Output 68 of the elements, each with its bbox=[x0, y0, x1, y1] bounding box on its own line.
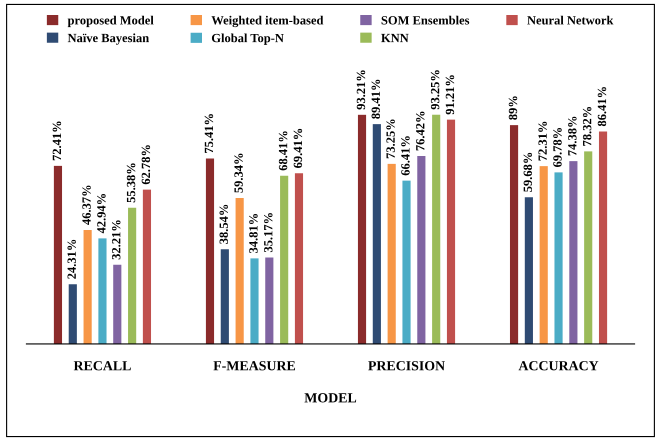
bar bbox=[220, 249, 229, 344]
x-tick-label: PRECISION bbox=[368, 361, 445, 370]
data-label: 55.38% bbox=[126, 163, 136, 202]
data-label: 78.32% bbox=[582, 107, 592, 146]
legend-label: Neural Network bbox=[527, 16, 614, 25]
bar bbox=[68, 284, 77, 344]
data-label: 38.54% bbox=[220, 204, 228, 244]
data-label: 46.37% bbox=[82, 186, 91, 225]
data-label: 73.25% bbox=[386, 119, 395, 158]
data-label: 75.41% bbox=[204, 114, 214, 153]
bar bbox=[372, 124, 381, 344]
data-label: 72.41% bbox=[52, 122, 62, 160]
data-label: 89.41% bbox=[372, 80, 380, 119]
bar bbox=[84, 230, 92, 344]
bar bbox=[510, 125, 518, 344]
bar bbox=[358, 114, 366, 344]
data-label: 76.42% bbox=[416, 112, 425, 150]
legend-label: Global Top-N bbox=[212, 33, 284, 45]
bar bbox=[236, 198, 244, 344]
legend-label: KNN bbox=[381, 34, 409, 42]
bar bbox=[54, 166, 62, 344]
data-label: 69.41% bbox=[294, 128, 302, 168]
data-label: 72.31% bbox=[538, 122, 547, 161]
data-label: 59.68% bbox=[524, 152, 532, 192]
x-axis-title: MODEL bbox=[304, 393, 356, 402]
data-label: 66.41% bbox=[401, 136, 410, 176]
bar bbox=[554, 172, 563, 344]
bar bbox=[388, 164, 396, 344]
bar bbox=[113, 264, 122, 344]
legend-label: Naïve Bayesian bbox=[68, 33, 149, 45]
data-label: 74.38% bbox=[568, 116, 577, 156]
bar bbox=[598, 131, 608, 344]
bar bbox=[250, 258, 259, 344]
bar bbox=[142, 190, 152, 344]
data-label: 32.21% bbox=[112, 220, 120, 260]
bar bbox=[280, 176, 288, 344]
bar bbox=[402, 180, 411, 344]
data-label: 93.21% bbox=[356, 70, 366, 110]
bar bbox=[265, 257, 274, 344]
bar bbox=[128, 208, 136, 344]
data-label: 89% bbox=[508, 96, 518, 120]
data-label: 34.81% bbox=[249, 214, 258, 253]
bar bbox=[524, 197, 533, 344]
bar bbox=[540, 166, 548, 344]
data-label: 86.41% bbox=[598, 87, 606, 126]
data-label: 59.34% bbox=[234, 154, 243, 193]
bar bbox=[417, 156, 426, 344]
bar bbox=[569, 161, 578, 344]
bar bbox=[446, 120, 456, 344]
data-label: 68.41% bbox=[278, 131, 288, 170]
x-tick-label: ACCURACY bbox=[518, 361, 598, 370]
legend-label: SOM Ensembles bbox=[382, 16, 470, 25]
bar bbox=[432, 114, 440, 344]
data-label: 24.31% bbox=[67, 240, 76, 279]
bar bbox=[206, 158, 214, 344]
x-tick-label: F-MEASURE bbox=[213, 361, 296, 370]
bar bbox=[98, 238, 107, 344]
x-tick-label: RECALL bbox=[74, 361, 131, 370]
data-label: 69.78% bbox=[553, 128, 562, 168]
legend-label: proposed Model bbox=[68, 16, 154, 28]
data-label: 93.25% bbox=[430, 70, 440, 110]
bar bbox=[294, 173, 304, 344]
bar bbox=[584, 151, 592, 344]
data-label: 91.21% bbox=[446, 75, 454, 114]
data-label: 42.94% bbox=[97, 194, 106, 234]
data-label: 62.78% bbox=[142, 145, 150, 184]
data-label: 35.17% bbox=[264, 213, 272, 252]
legend-label: Weighted item-based bbox=[211, 16, 324, 28]
